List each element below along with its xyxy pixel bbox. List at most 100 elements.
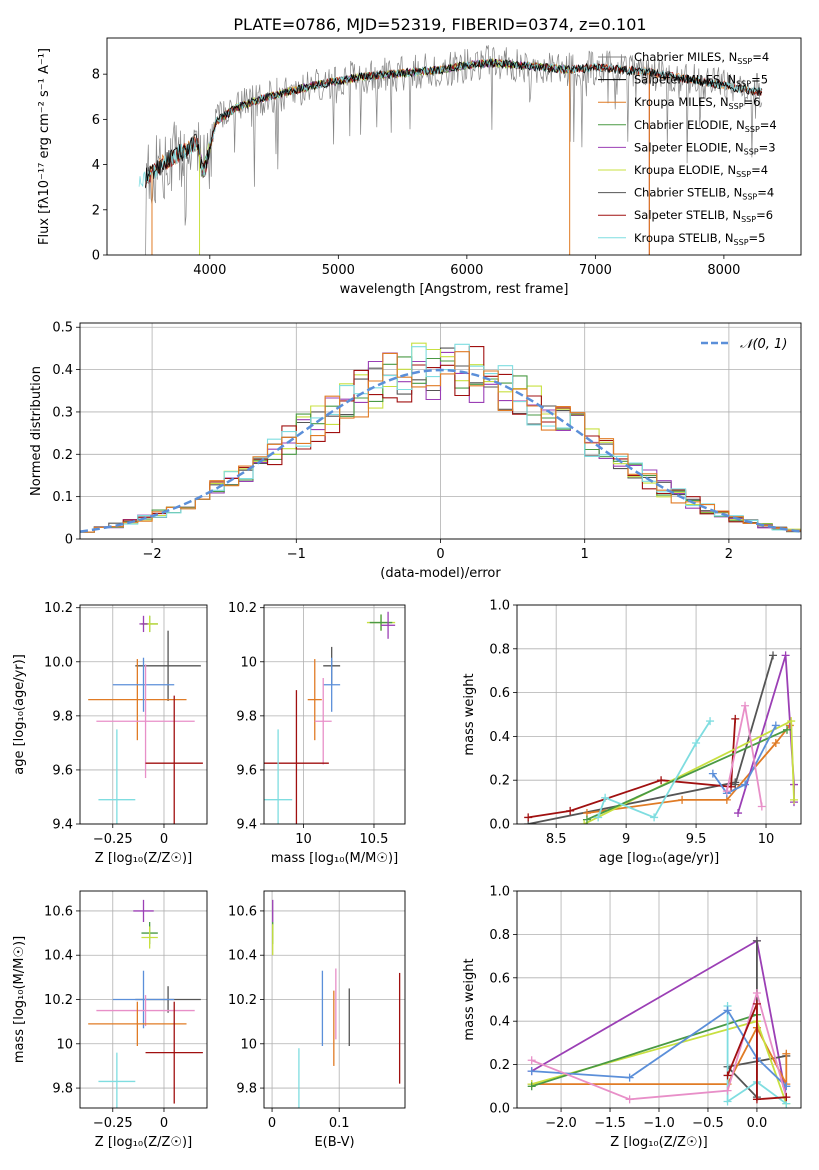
x-axis-label: Z [log₁₀(Z/Z☉)] (95, 851, 192, 866)
y-tick-label: 0.4 (52, 363, 73, 378)
mass-weight-marker (741, 780, 750, 789)
residual-distribution-panel: −2 −1 0 1 2 0 0.1 0.2 0.3 0.4 0.5 (data-model)/erro… (29, 321, 802, 581)
y-tick-label: 10 (240, 655, 257, 670)
axes-frame (263, 890, 406, 1109)
mass-weight-vs-metallicity-panel: −2.0 −1.5 −1.0 −0.5 0.0 0.0 0.2 0.4 0.6 0.8 1.0 Z [… (462, 885, 802, 1150)
legend-entry: Chabrier ELODIE, NSSP=4 (634, 118, 777, 134)
y-axis-label: mass weight (462, 673, 477, 755)
y-tick-label: 10.2 (44, 601, 73, 616)
axes-frame (516, 604, 802, 825)
mass-weight-marker (527, 1082, 536, 1091)
mass-weight-line (528, 655, 774, 824)
plot-area (527, 936, 791, 1108)
legend-entry: Chabrier STELIB, NSSP=4 (634, 186, 774, 202)
y-axis-label: mass [log₁₀(M/M☉)] (12, 936, 27, 1063)
x-tick-label: 1 (581, 547, 589, 562)
plot-area (524, 651, 799, 824)
plot-area (88, 899, 203, 1108)
x-axis-label: E(B-V) (314, 1135, 354, 1150)
mass-weight-line (712, 725, 777, 795)
x-tick-label: 6000 (450, 263, 483, 278)
age-vs-mass-panel: 10 10.5 9.4 9.6 9.8 10 10.2 mass [log₁₀(M/M☉)] (228, 601, 406, 866)
mass-vs-metallicity-panel: −0.25 0 9.8 10 10.2 10.4 10.6 Z [log₁₀(Z/Z☉)] ma… (12, 890, 208, 1150)
mass-weight-marker (601, 793, 610, 802)
x-tick-label: 0 (160, 832, 168, 847)
age-vs-metallicity-panel: −0.25 0 9.4 9.6 9.8 10.0 10.2 Z [log₁₀(Z/Z☉)] ag… (12, 601, 208, 866)
spectrum-line (145, 58, 763, 189)
x-tick-label: 0 (436, 547, 444, 562)
mass-weight-marker (706, 717, 715, 726)
legend-entry: Salpeter ELODIE, NSSP=3 (634, 140, 776, 156)
y-axis-label: age [log₁₀(age/yr)] (12, 654, 27, 775)
y-tick-label: 0.2 (489, 774, 510, 789)
y-tick-label: 9.6 (236, 763, 257, 778)
mass-weight-marker (781, 651, 790, 660)
y-tick-label: 9.6 (52, 763, 73, 778)
mass-weight-marker (790, 795, 799, 804)
figure-title: PLATE=0786, MJD=52319, FIBERID=0374, z=0… (233, 15, 646, 34)
x-tick-label: 8000 (707, 263, 740, 278)
mass-weight-marker (769, 651, 778, 660)
mass-weight-marker (524, 813, 533, 822)
y-tick-label: 0.6 (489, 686, 510, 701)
axes-frame (79, 604, 208, 825)
y-axis-label: mass weight (462, 958, 477, 1040)
y-tick-label: 10.2 (228, 601, 257, 616)
x-axis-label: Z [log₁₀(Z/Z☉)] (610, 1135, 707, 1150)
y-tick-label: 10.2 (228, 993, 257, 1008)
mass-weight-marker (752, 936, 761, 945)
legend-entry: Kroupa ELODIE, NSSP=4 (634, 163, 768, 179)
mass-weight-vs-age-panel: 8.5 9 9.5 10 0.0 0.2 0.4 0.6 0.8 1.0 age [log₁₀(ag… (462, 599, 802, 866)
y-tick-label: 0.2 (52, 448, 73, 463)
plot-area (138, 45, 763, 255)
y-tick-label: 4 (92, 158, 100, 173)
y-tick-label: 1.0 (489, 599, 510, 614)
y-tick-label: 10.4 (44, 949, 73, 964)
y-axis-label: Flux [fλ10⁻¹⁷ erg cm⁻² s⁻¹ A⁻¹] (37, 48, 52, 245)
mass-weight-marker (625, 1073, 634, 1082)
mass-weight-marker (731, 714, 740, 723)
legend-entry: Salpeter STELIB, NSSP=6 (634, 208, 773, 224)
y-tick-label: 6 (92, 113, 100, 128)
mass-weight-marker (527, 1056, 536, 1065)
y-tick-label: 0.0 (489, 818, 510, 833)
mass-weight-marker (723, 1006, 732, 1015)
mass-weight-marker (757, 802, 766, 811)
mass-weight-marker (731, 780, 740, 789)
y-tick-label: 10.6 (228, 904, 257, 919)
mass-weight-marker (678, 795, 687, 804)
x-tick-label: 2 (725, 547, 733, 562)
x-tick-label: 9 (622, 832, 630, 847)
plot-area (264, 611, 396, 824)
y-tick-label: 10.2 (44, 993, 73, 1008)
mass-weight-marker (580, 820, 589, 824)
x-axis-label: age [log₁₀(age/yr)] (599, 851, 720, 866)
y-tick-label: 0 (65, 533, 73, 548)
x-axis-label: mass [log₁₀(M/M☉)] (271, 851, 398, 866)
legend-entry: Kroupa STELIB, NSSP=5 (634, 231, 765, 247)
normal-curve (80, 368, 801, 533)
y-tick-label: 9.8 (236, 1082, 257, 1097)
mass-weight-marker (787, 717, 796, 726)
mass-weight-line (726, 1006, 787, 1105)
mass-weight-marker (771, 721, 780, 730)
mass-weight-marker (650, 813, 659, 822)
mass-weight-line (531, 1013, 758, 1088)
mass-weight-marker (722, 787, 731, 796)
mass-weight-marker (782, 1049, 791, 1058)
y-tick-label: 10.4 (228, 949, 257, 964)
mass-weight-marker (708, 769, 717, 778)
mass-weight-line (726, 1003, 787, 1101)
residual-histogram (80, 351, 801, 533)
axes-frame (263, 604, 406, 825)
x-tick-label: −0.25 (93, 832, 133, 847)
x-tick-label: 10 (295, 832, 312, 847)
mass-weight-marker (741, 701, 750, 710)
mass-weight-marker (723, 1071, 732, 1080)
y-tick-label: 0.4 (489, 1015, 510, 1030)
y-tick-label: 0.3 (52, 405, 73, 420)
mass-weight-marker (594, 813, 603, 822)
mass-weight-marker (582, 815, 591, 824)
legend-entry: 𝒩(0, 1) (740, 337, 787, 352)
